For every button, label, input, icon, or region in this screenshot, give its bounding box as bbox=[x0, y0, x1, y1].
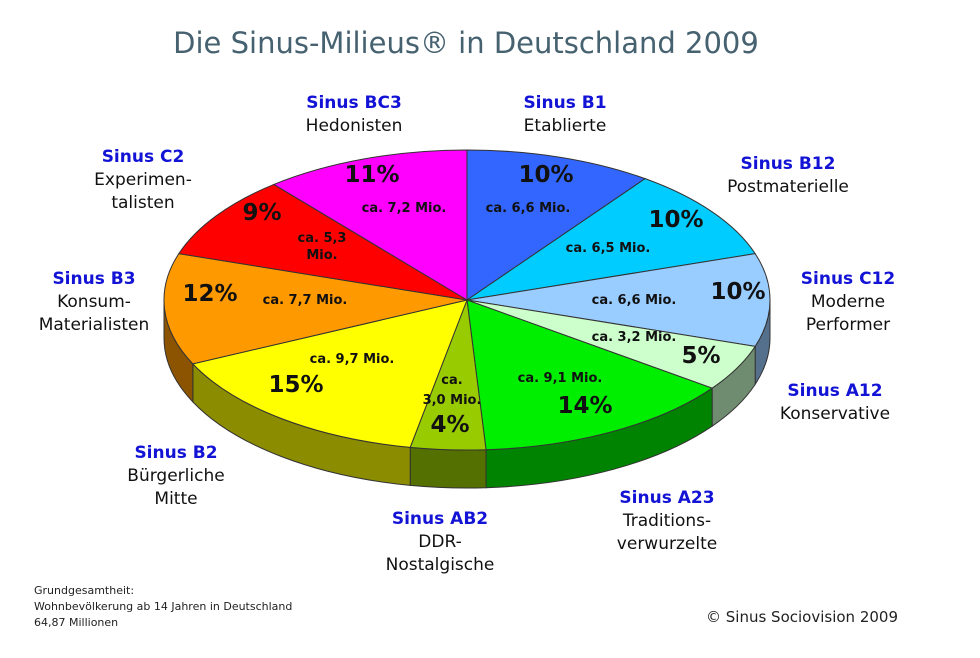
footnote-line-3: 64,87 Millionen bbox=[34, 616, 118, 629]
population-label-sinus-a23: ca. 9,1 Mio. bbox=[518, 371, 603, 386]
milieu-name-sinus-c2-1: Experimen- bbox=[94, 170, 192, 190]
milieu-code-sinus-a23: Sinus A23 bbox=[619, 488, 714, 508]
milieu-code-sinus-b12: Sinus B12 bbox=[741, 154, 836, 174]
population-label-sinus-b3: ca. 7,7 Mio. bbox=[263, 293, 348, 308]
milieu-name-sinus-a23-1: Traditions- bbox=[622, 511, 711, 531]
percent-label-sinus-c2: 9% bbox=[242, 200, 281, 226]
percent-label-sinus-a12: 5% bbox=[681, 343, 720, 369]
milieu-name-sinus-b12: Postmaterielle bbox=[727, 177, 849, 197]
milieu-code-sinus-bc3: Sinus BC3 bbox=[306, 93, 402, 113]
percent-label-sinus-b1: 10% bbox=[518, 162, 573, 188]
category-labels: Sinus B1 Etablierte Sinus B12 Postmateriell… bbox=[39, 93, 896, 575]
milieu-name-sinus-c12-2: Performer bbox=[806, 315, 890, 335]
milieu-name-sinus-b1: Etablierte bbox=[524, 116, 607, 136]
milieu-code-sinus-c12: Sinus C12 bbox=[801, 269, 895, 289]
milieu-name-sinus-bc3: Hedonisten bbox=[306, 116, 403, 136]
population-label-sinus-c2-2: Mio. bbox=[306, 248, 337, 263]
chart-title: Die Sinus-Milieus® in Deutschland 2009 bbox=[173, 26, 759, 60]
population-label-sinus-c2-1: ca. 5,3 bbox=[298, 231, 347, 246]
milieu-name-sinus-b3-2: Materialisten bbox=[39, 315, 150, 335]
milieu-code-sinus-b1: Sinus B1 bbox=[523, 93, 606, 113]
population-label-sinus-c12: ca. 6,6 Mio. bbox=[592, 293, 677, 308]
milieu-code-sinus-b2: Sinus B2 bbox=[134, 443, 217, 463]
pie-slice-sinus-c2 bbox=[177, 183, 468, 301]
pie-slice-sinus-b1 bbox=[466, 149, 647, 301]
footnote-line-1: Grundgesamtheit: bbox=[34, 584, 134, 597]
milieu-code-sinus-ab2: Sinus AB2 bbox=[392, 509, 488, 529]
percent-label-sinus-b3: 12% bbox=[182, 281, 237, 307]
percent-label-sinus-bc3: 11% bbox=[344, 162, 399, 188]
milieu-code-sinus-a12: Sinus A12 bbox=[787, 381, 882, 401]
milieu-name-sinus-ab2-1: DDR- bbox=[418, 532, 461, 552]
milieu-name-sinus-b3-1: Konsum- bbox=[57, 292, 131, 312]
percent-label-sinus-b2: 15% bbox=[268, 372, 323, 398]
milieu-name-sinus-a23-2: verwurzelte bbox=[617, 534, 717, 554]
milieu-name-sinus-b2-2: Mitte bbox=[154, 489, 197, 509]
population-label-sinus-b12: ca. 6,5 Mio. bbox=[566, 241, 651, 256]
pie-slice-sinus-bc3 bbox=[272, 149, 468, 301]
population-label-sinus-b1: ca. 6,6 Mio. bbox=[486, 201, 571, 216]
pie-side-sinus-ab2 bbox=[409, 446, 487, 489]
population-label-sinus-ab2-1: ca. bbox=[441, 373, 462, 388]
slice-labels: 10% ca. 6,6 Mio. 10% ca. 6,5 Mio. 10% ca. 6,6… bbox=[182, 162, 765, 438]
population-label-sinus-b2: ca. 9,7 Mio. bbox=[310, 352, 395, 367]
percent-label-sinus-b12: 10% bbox=[648, 207, 703, 233]
footnote: Grundgesamtheit: Wohnbevölkerung ab 14 J… bbox=[34, 584, 292, 629]
population-label-sinus-bc3: ca. 7,2 Mio. bbox=[362, 201, 447, 216]
milieu-code-sinus-b3: Sinus B3 bbox=[52, 269, 135, 289]
pie-slice-sinus-b12 bbox=[466, 178, 757, 301]
pie-slice-sinus-c12 bbox=[466, 253, 771, 347]
population-label-sinus-a12: ca. 3,2 Mio. bbox=[592, 330, 677, 345]
pie-slice-sinus-a23 bbox=[466, 299, 714, 451]
footnote-line-2: Wohnbevölkerung ab 14 Jahren in Deutschl… bbox=[34, 600, 292, 613]
pie-slice-sinus-b2 bbox=[191, 299, 468, 448]
milieu-code-sinus-c2: Sinus C2 bbox=[102, 147, 185, 167]
copyright-notice: © Sinus Sociovision 2009 bbox=[706, 608, 898, 626]
percent-label-sinus-a23: 14% bbox=[557, 393, 612, 419]
milieu-name-sinus-b2-1: Bürgerliche bbox=[127, 466, 224, 486]
pie-slices bbox=[163, 149, 771, 451]
milieu-name-sinus-c2-2: talisten bbox=[111, 193, 174, 213]
pie-slice-sinus-b3 bbox=[163, 253, 468, 365]
population-label-sinus-ab2-2: 3,0 Mio. bbox=[423, 393, 482, 408]
pie-sides bbox=[163, 299, 771, 489]
milieu-name-sinus-ab2-2: Nostalgische bbox=[386, 555, 495, 575]
milieu-name-sinus-a12: Konservative bbox=[780, 404, 890, 424]
milieu-name-sinus-c12-1: Moderne bbox=[811, 292, 885, 312]
percent-label-sinus-ab2: 4% bbox=[430, 412, 469, 438]
percent-label-sinus-c12: 10% bbox=[710, 279, 765, 305]
